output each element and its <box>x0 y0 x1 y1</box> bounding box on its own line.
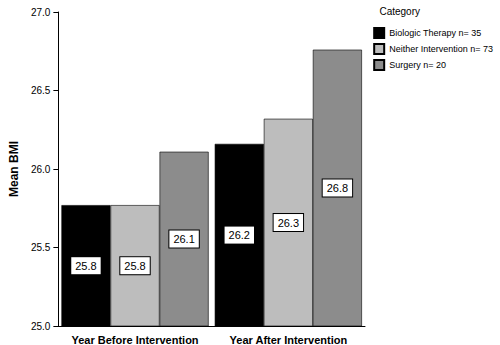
svg-text:27.0: 27.0 <box>31 7 51 18</box>
svg-text:Category: Category <box>379 6 420 17</box>
svg-text:Year After Intervention: Year After Intervention <box>230 334 348 345</box>
svg-text:26.0: 26.0 <box>31 164 51 175</box>
svg-text:26.3: 26.3 <box>278 217 299 229</box>
svg-text:26.2: 26.2 <box>229 229 250 241</box>
svg-text:25.0: 25.0 <box>31 321 51 332</box>
svg-text:26.1: 26.1 <box>173 233 194 245</box>
svg-text:Mean BMI: Mean BMI <box>7 141 21 197</box>
svg-text:25.8: 25.8 <box>75 260 96 272</box>
svg-text:Surgery n= 20: Surgery n= 20 <box>389 60 446 70</box>
svg-text:26.8: 26.8 <box>327 182 348 194</box>
svg-text:Biologic Therapy n= 35: Biologic Therapy n= 35 <box>389 28 481 38</box>
svg-text:26.5: 26.5 <box>31 85 51 96</box>
svg-text:Neither Intervention n= 73: Neither Intervention n= 73 <box>389 44 493 54</box>
svg-text:25.5: 25.5 <box>31 242 51 253</box>
svg-text:Year Before Intervention: Year Before Intervention <box>71 334 198 345</box>
svg-text:25.8: 25.8 <box>124 260 145 272</box>
